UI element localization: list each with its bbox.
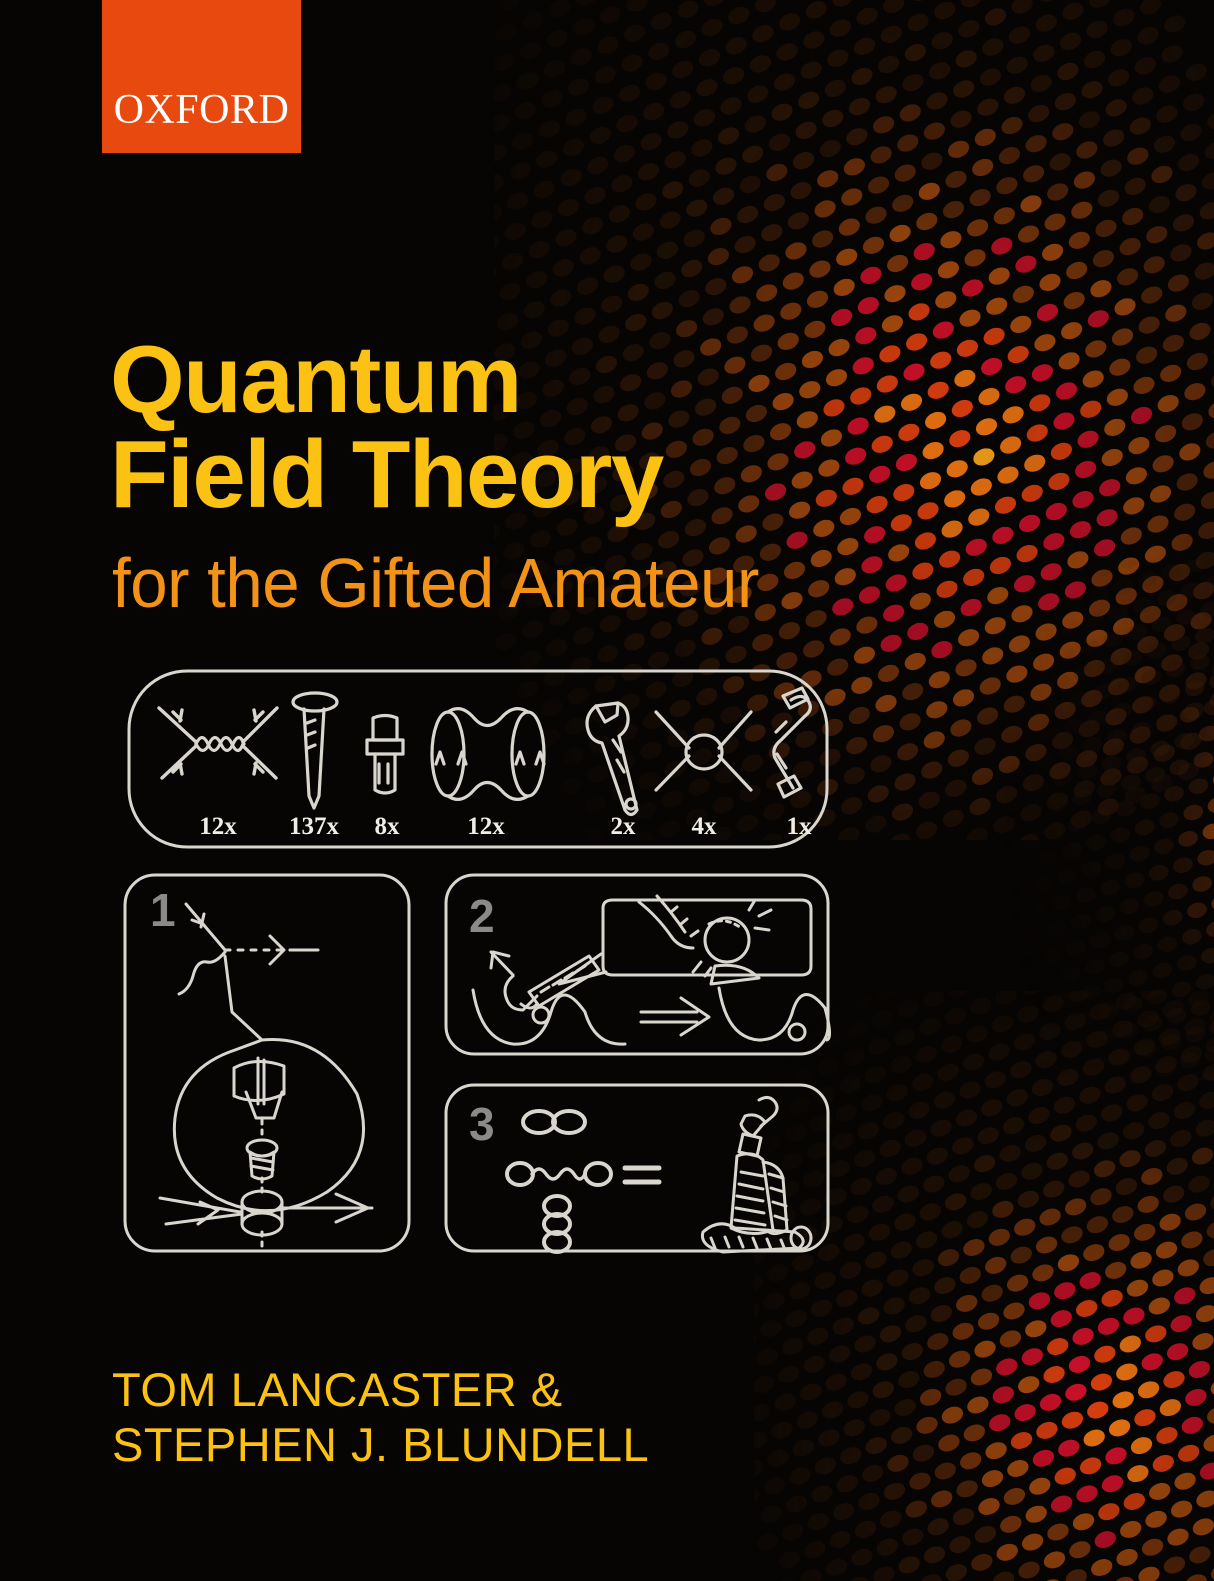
part-quantity-3: 12x [467,813,505,840]
author-names: TOM LANCASTER & STEPHEN J. BLUNDELL [112,1362,649,1473]
part-quantity-2: 8x [375,813,401,840]
assembly-step-panel-2: 2 [443,872,831,1057]
parts-inventory-panel: 12x 137x 8x 12x 2x 4x 1x [126,668,830,850]
part-quantity-1: 137x [289,813,340,840]
part-quantity-4: 2x [611,813,637,840]
oxford-publisher-logo: OXFORD [102,0,301,153]
halftone-dots-bottom-right [754,991,1214,1581]
bolt-icon [365,713,405,795]
vacuum-loop-figure-eight-icon [521,1109,557,1135]
one-loop-bubble-diagram-icon [654,710,753,792]
step-number-3: 3 [469,1098,495,1150]
book-title: Quantum Field Theory [110,326,1010,529]
halftone-dots-mid-right [1004,560,1214,1080]
author-line-2: STEPHEN J. BLUNDELL [112,1418,650,1472]
step-number-1: 1 [150,884,176,936]
author-line-1: TOM LANCASTER & [112,1363,563,1416]
allen-key-icon [772,686,812,799]
title-line-2: Field Theory [110,421,664,529]
book-subtitle: for the Gifted Amateur [112,544,759,622]
feynman-tree-diagram-icon [157,706,279,780]
assembly-step-panel-3: 3 [443,1082,831,1254]
vacuum-cleaner-icon [700,1095,813,1254]
nail-icon [291,691,339,810]
title-line-1: Quantum [110,326,522,433]
vacuum-polarization-loop-icon [430,707,546,801]
assembly-step-panel-1: 1 [122,872,412,1254]
adjustable-wrench-icon [585,701,639,817]
step-number-2: 2 [469,890,495,942]
oxford-wordmark: OXFORD [113,87,290,133]
part-quantity-5: 4x [692,813,718,840]
part-quantity-0: 12x [199,813,237,840]
part-quantity-6: 1x [787,813,813,840]
